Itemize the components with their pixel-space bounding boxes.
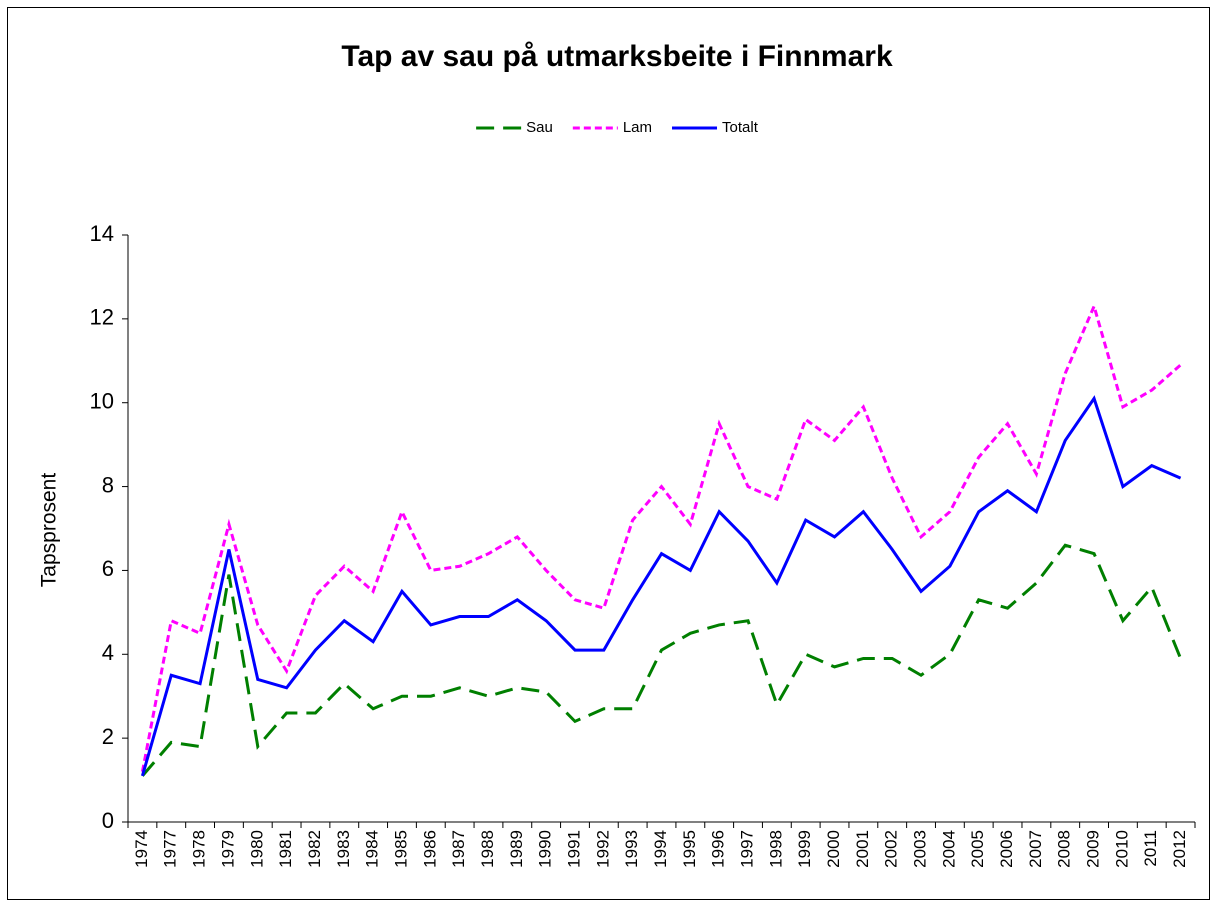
x-tick-label: 1998 (766, 830, 785, 868)
x-tick-label: 2007 (1026, 830, 1045, 868)
x-tick-label: 1979 (218, 830, 237, 868)
x-tick-label: 1986 (420, 830, 439, 868)
x-tick-label: 1983 (334, 830, 353, 868)
x-tick-label: 1992 (593, 830, 612, 868)
x-tick-label: 2005 (968, 830, 987, 868)
x-tick-label: 1999 (795, 830, 814, 868)
y-axis-label: Tapsprosent (38, 473, 61, 588)
x-tick-label: 1994 (651, 830, 670, 868)
x-tick-label: 2000 (824, 830, 843, 868)
x-tick-label: 1977 (161, 830, 180, 868)
x-tick-label: 2006 (997, 830, 1016, 868)
x-tick-label: 2001 (853, 830, 872, 868)
y-tick-label: 10 (90, 389, 114, 414)
y-tick-label: 2 (102, 724, 114, 749)
y-tick-label: 12 (90, 305, 114, 330)
x-tick-label: 2003 (911, 830, 930, 868)
x-tick-label: 2004 (939, 830, 958, 868)
x-tick-label: 1995 (680, 830, 699, 868)
x-tick-label: 1989 (507, 830, 526, 868)
y-tick-label: 4 (102, 640, 114, 665)
y-tick-label: 6 (102, 556, 114, 581)
line-series (140, 395, 1182, 777)
x-tick-label: 1988 (478, 830, 497, 868)
x-tick-label: 1990 (536, 830, 555, 868)
x-tick-label: 1985 (391, 830, 410, 868)
x-tick-label: 2009 (1084, 830, 1103, 868)
chart-border (7, 7, 1210, 900)
x-tick-label: 1997 (737, 830, 756, 868)
x-tick-label: 1982 (305, 830, 324, 868)
line-series (141, 543, 1182, 777)
y-tick-label: 8 (102, 472, 114, 497)
x-tick-label: 1996 (709, 830, 728, 868)
x-tick-label: 2002 (882, 830, 901, 868)
x-tick-label: 1987 (449, 830, 468, 868)
chart-title: Tap av sau på utmarksbeite i Finnmark (341, 40, 893, 73)
x-tick-label: 2008 (1055, 830, 1074, 868)
x-tick-label: 1980 (247, 830, 266, 868)
line-series (140, 301, 1182, 772)
x-tick-label: 1974 (132, 830, 151, 868)
legend-label: Sau (526, 119, 553, 136)
x-tick-label: 1981 (276, 830, 295, 868)
x-tick-label: 1991 (564, 830, 583, 868)
x-tick-label: 1993 (622, 830, 641, 868)
x-tick-label: 2012 (1170, 830, 1189, 868)
legend-label: Totalt (722, 119, 759, 136)
y-tick-label: 0 (102, 808, 114, 833)
legend-label: Lam (623, 119, 652, 136)
y-tick-label: 14 (90, 221, 114, 246)
x-tick-label: 1984 (363, 830, 382, 868)
x-tick-label: 1978 (190, 830, 209, 868)
x-tick-label: 2011 (1141, 830, 1160, 867)
x-tick-label: 2010 (1112, 830, 1131, 868)
